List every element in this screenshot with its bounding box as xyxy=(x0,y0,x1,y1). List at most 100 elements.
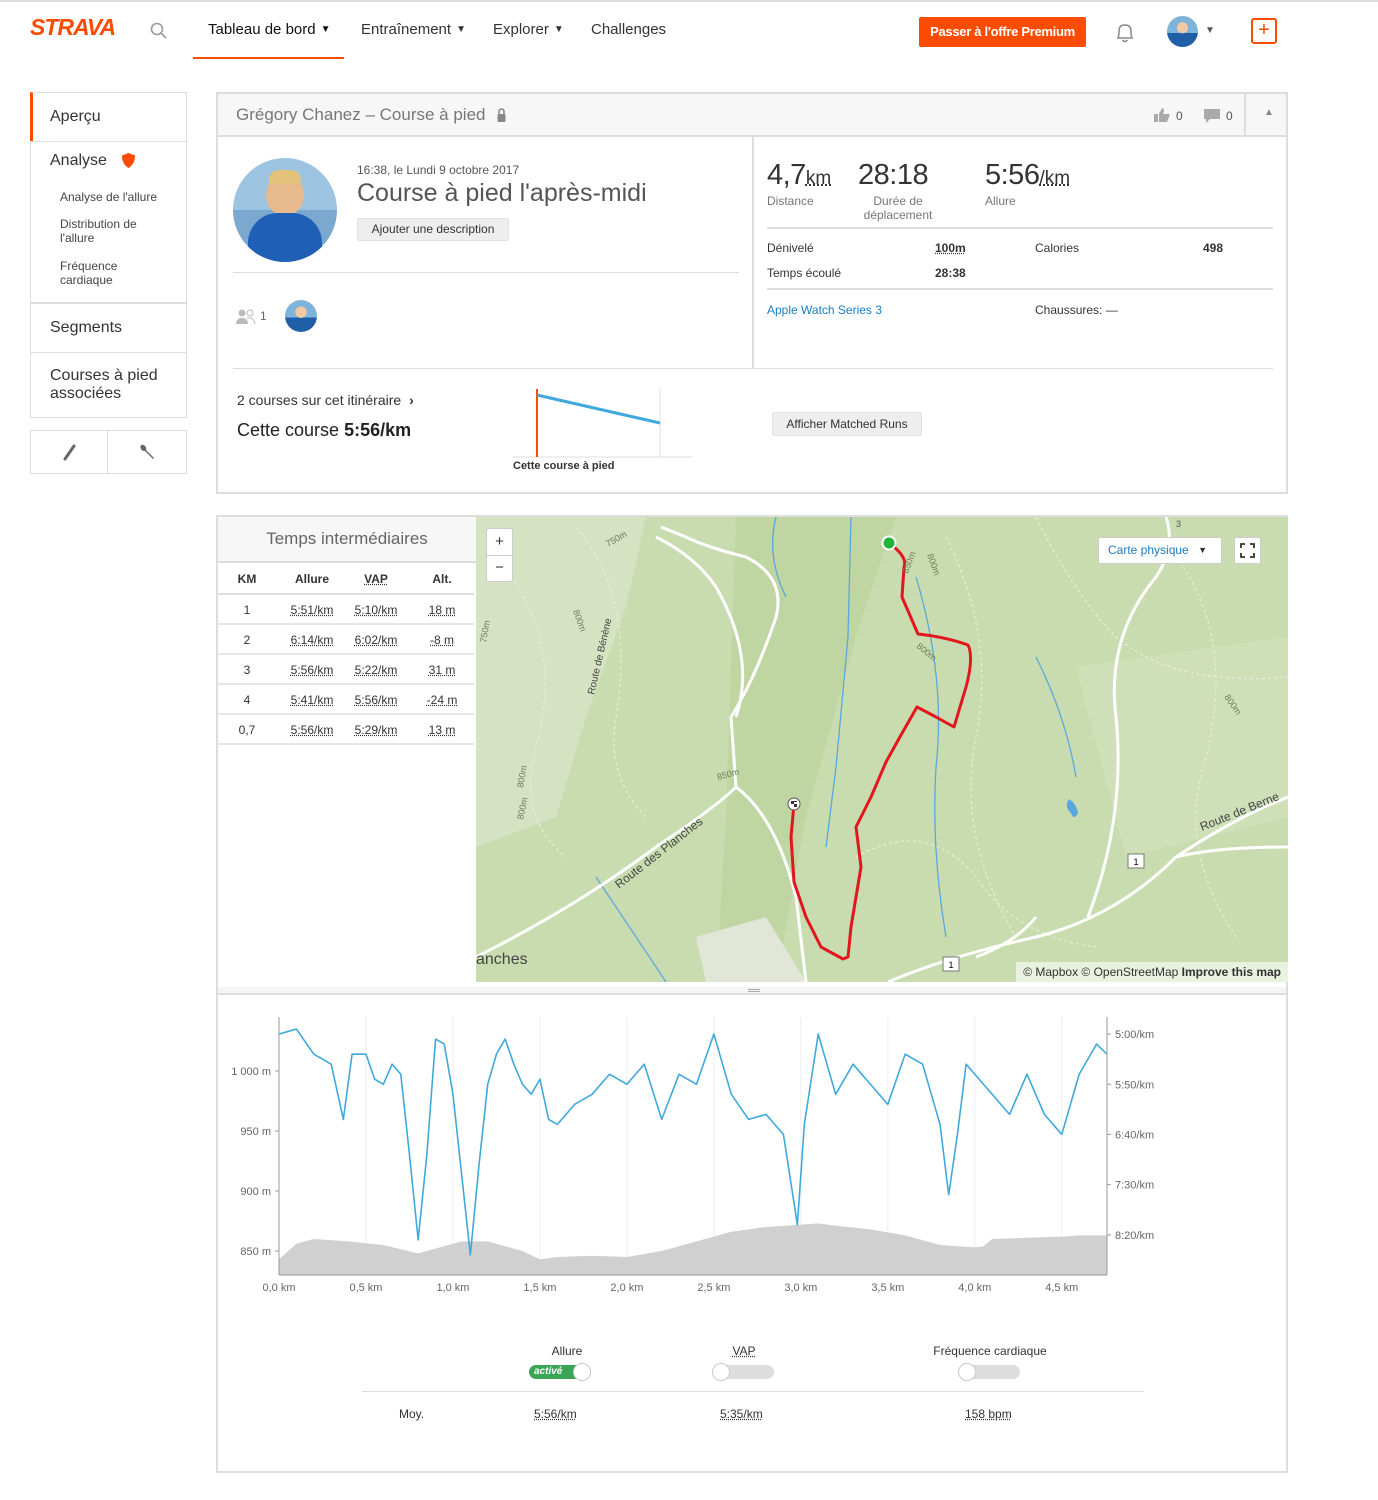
contour-label: 800m xyxy=(515,764,529,788)
activity-map[interactable]: Route des Planches Route de Berne Route … xyxy=(476,517,1288,982)
premium-button[interactable]: Passer à l'offre Premium xyxy=(919,17,1086,47)
wrench-icon xyxy=(140,444,154,459)
sidebar-subitem-heart-rate[interactable]: Fréquence cardiaque xyxy=(60,259,118,287)
splits-table-head: KM Allure VAP Alt. xyxy=(218,563,476,593)
user-avatar[interactable] xyxy=(1167,16,1198,47)
map-style-label: Carte physique xyxy=(1108,543,1189,557)
sidebar-item-overview-label: Aperçu xyxy=(50,108,101,125)
strava-logo[interactable]: STRAVA xyxy=(30,14,116,40)
splits-header: Temps intermédiaires xyxy=(218,517,476,561)
pace-toggle[interactable]: activé xyxy=(529,1363,591,1381)
tools-button[interactable] xyxy=(107,430,187,474)
chevron-down-icon: ▼ xyxy=(456,24,466,35)
sidebar-subitem-pace-distribution[interactable]: Distribution de l'allure xyxy=(60,217,137,245)
pace-value: 5:56 xyxy=(985,159,1040,191)
elevation-label: Dénivelé xyxy=(767,241,814,255)
activity-header: Grégory Chanez – Course à pied 0 0 ▲ xyxy=(216,92,1288,137)
route-finish-marker[interactable] xyxy=(787,797,801,811)
elapsed-time-value: 28:38 xyxy=(935,266,966,280)
zoom-in-button[interactable]: + xyxy=(487,529,512,556)
y-right-tick-label: 6:40/km xyxy=(1115,1129,1154,1141)
route-start-marker[interactable] xyxy=(881,535,897,551)
this-run-pace: 5:56/km xyxy=(344,420,412,440)
device-link[interactable]: Apple Watch Series 3 xyxy=(767,303,882,317)
nav-training[interactable]: Entraînement ▼ xyxy=(361,21,466,38)
splits-cell-alt: 18 m xyxy=(428,603,456,617)
map-contours xyxy=(495,517,1288,948)
add-activity-button[interactable]: + xyxy=(1251,18,1277,44)
map-label-town: anches xyxy=(476,951,528,968)
collapse-caret-icon[interactable]: ▲ xyxy=(1264,107,1274,118)
improve-map-link[interactable]: Improve this map xyxy=(1181,965,1281,979)
chevron-down-icon: ▼ xyxy=(553,24,564,35)
nav-challenges[interactable]: Challenges xyxy=(591,21,667,38)
chevron-down-icon[interactable]: ▼ xyxy=(1205,25,1215,36)
zoom-out-button[interactable]: − xyxy=(495,559,504,576)
resize-handle[interactable] xyxy=(216,987,1288,995)
chevron-right-icon: › xyxy=(409,392,414,408)
athletes-count: 1 xyxy=(260,309,267,323)
show-matched-runs-button[interactable]: Afficher Matched Runs xyxy=(772,412,922,436)
road-shield-label: 1 xyxy=(1133,857,1138,867)
edit-button[interactable] xyxy=(30,430,108,474)
distance-stat: 4,7km xyxy=(767,159,831,192)
heart-rate-legend-label: Fréquence cardiaque xyxy=(933,1344,1047,1358)
x-tick-label: 2,0 km xyxy=(610,1282,643,1294)
caret-down-icon: ▼ xyxy=(1198,545,1207,555)
map-canvas[interactable]: Route des Planches Route de Berne Route … xyxy=(476,517,1288,982)
splits-cell-km: 0,7 xyxy=(238,723,256,737)
athlete-photo[interactable] xyxy=(233,158,337,262)
heart-rate-toggle[interactable] xyxy=(958,1363,1020,1381)
road-shield: 1 xyxy=(942,956,960,972)
splits-cell-km: 3 xyxy=(243,663,251,677)
x-tick-label: 1,0 km xyxy=(436,1282,469,1294)
group-athlete-avatar[interactable] xyxy=(285,300,317,332)
header-divider xyxy=(1244,92,1246,137)
splits-table-row[interactable]: 1 5:51/km 5:10/km 18 m xyxy=(218,595,474,625)
splits-cell-gap: 5:56/km xyxy=(354,693,398,707)
add-description-button[interactable]: Ajouter une description xyxy=(357,218,509,241)
pencil-icon xyxy=(63,444,76,461)
map-attribution-text[interactable]: © Mapbox © OpenStreetMap xyxy=(1023,965,1179,979)
map-style-dropdown[interactable]: Carte physique ▼ xyxy=(1098,537,1222,564)
map-streams xyxy=(595,517,1077,982)
analysis-chart-panel: 0,0 km 0,5 km 1,0 km 1,5 km 2,0 km 2,5 km 3,0 … xyxy=(216,993,1288,1473)
average-heart-rate: 158 bpm xyxy=(965,1407,1012,1421)
toggle-knob xyxy=(958,1363,976,1381)
sidebar-item-overview[interactable]: Aperçu xyxy=(30,92,187,142)
pace-elevation-chart[interactable]: 0,0 km 0,5 km 1,0 km 1,5 km 2,0 km 2,5 km 3,0 … xyxy=(218,995,1286,1295)
calories-value: 498 xyxy=(1203,241,1224,255)
nav-explore[interactable]: Explorer ▼ xyxy=(493,21,564,38)
splits-table-row[interactable]: 2 6:14/km 6:02/km -8 m xyxy=(218,625,474,655)
sidebar-item-related-runs[interactable]: Courses à pied associées xyxy=(30,352,187,418)
divider xyxy=(362,1391,1144,1392)
average-label: Moy. xyxy=(399,1407,425,1421)
splits-cell-km: 1 xyxy=(243,603,251,617)
splits-cell-pace: 5:51/km xyxy=(290,603,334,617)
search-icon[interactable] xyxy=(150,22,168,40)
splits-table-row[interactable]: 3 5:56/km 5:22/km 31 m xyxy=(218,655,474,685)
sidebar-item-segments[interactable]: Segments xyxy=(30,303,187,353)
summary-divider xyxy=(752,137,754,368)
divider xyxy=(218,593,474,595)
activity-summary-panel: 16:38, le Lundi 9 octobre 2017 Course à … xyxy=(216,137,1288,494)
y-left-tick-label: 950 m xyxy=(240,1126,271,1138)
map-meadow xyxy=(1076,637,1288,857)
matched-runs-link[interactable]: 2 courses sur cet itinéraire › xyxy=(237,392,414,408)
kudos-thumb-icon[interactable] xyxy=(1153,107,1171,123)
y-left-tick-label: 850 m xyxy=(240,1246,271,1258)
sidebar-subitem-pace-analysis[interactable]: Analyse de l'allure xyxy=(60,190,158,204)
x-tick-label: 0,5 km xyxy=(349,1282,382,1294)
x-tick-label: 4,5 km xyxy=(1045,1282,1078,1294)
sidebar-item-analysis[interactable]: Analyse xyxy=(50,152,107,169)
gap-toggle[interactable] xyxy=(712,1363,774,1381)
bell-icon[interactable] xyxy=(1114,21,1136,45)
sidebar-item-segments-label: Segments xyxy=(50,319,123,336)
kudos-count: 0 xyxy=(1176,109,1183,123)
splits-table-row[interactable]: 4 5:41/km 5:56/km -24 m xyxy=(218,685,474,715)
splits-table-row[interactable]: 0,7 5:56/km 5:29/km 13 m xyxy=(218,715,474,745)
comment-icon[interactable] xyxy=(1203,108,1221,124)
fullscreen-button[interactable] xyxy=(1234,537,1261,564)
nav-dashboard[interactable]: Tableau de bord ▼ xyxy=(208,21,331,38)
calories-label: Calories xyxy=(1035,241,1080,255)
